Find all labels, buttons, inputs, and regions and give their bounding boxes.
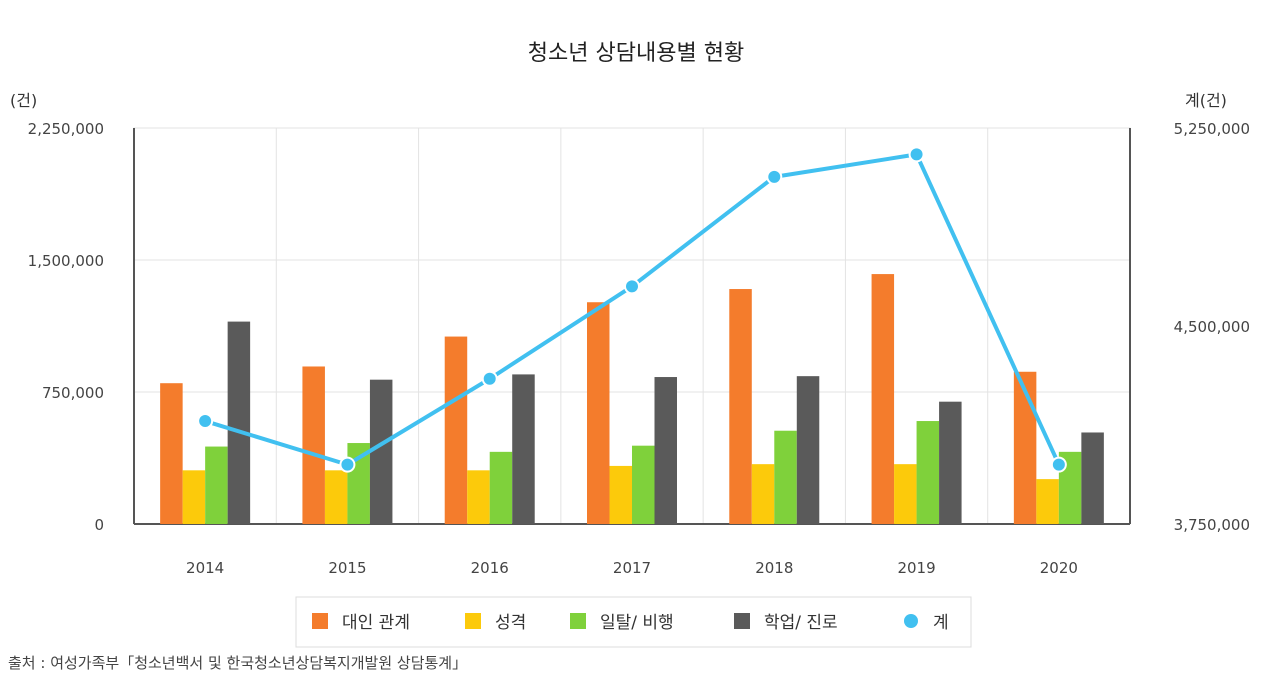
x-ticks: 2014 2015 2016 2017 2018 2019 2020	[186, 559, 1078, 577]
line-point	[766, 168, 783, 185]
legend-marker	[904, 614, 918, 628]
legend: 대인 관계 성격 일탈/ 비행 학업/ 진로 계	[295, 596, 972, 648]
bar	[160, 383, 183, 524]
bar	[512, 374, 535, 524]
y-axis-left-label: (건)	[10, 91, 37, 110]
bar	[1081, 432, 1104, 524]
bar	[1013, 371, 1037, 524]
bar	[916, 421, 940, 524]
bar	[227, 321, 251, 524]
bar	[729, 289, 752, 524]
bar	[369, 379, 393, 524]
bar	[587, 302, 610, 524]
y-tick-left-label: 1,500,000	[28, 252, 104, 270]
legend-swatch	[312, 613, 328, 629]
y-axis-right-label: 계(건)	[1185, 91, 1227, 110]
legend-swatch	[734, 613, 750, 629]
y-tick-right-label: 5,250,000	[1174, 120, 1250, 138]
bar	[609, 465, 632, 524]
legend-swatch	[465, 613, 481, 629]
x-tick-label: 2019	[897, 559, 935, 577]
x-tick-label: 2014	[186, 559, 224, 577]
y-ticks-right: 3,750,000 4,500,000 5,250,000	[1174, 120, 1250, 534]
x-tick-label: 2018	[755, 559, 793, 577]
bar	[871, 274, 895, 524]
bar	[796, 376, 820, 524]
legend-label: 성격	[495, 613, 526, 633]
legend-swatch	[570, 613, 586, 629]
x-tick-label: 2020	[1040, 559, 1078, 577]
bar	[774, 430, 797, 524]
bar	[632, 445, 655, 524]
bar	[751, 464, 775, 524]
x-tick-label: 2017	[613, 559, 651, 577]
line-point	[339, 456, 356, 473]
bar	[654, 377, 677, 524]
bar	[444, 336, 468, 524]
bar	[467, 470, 490, 524]
total-line	[197, 146, 1067, 473]
bar	[324, 470, 348, 524]
source-note: 출처 : 여성가족부「청소년백서 및 한국청소년상담복지개발원 상담통계」	[8, 654, 468, 672]
y-tick-left-label: 2,250,000	[28, 120, 104, 138]
line-point	[197, 413, 214, 430]
bar	[939, 401, 962, 524]
legend-label: 일탈/ 비행	[600, 613, 674, 633]
y-tick-right-label: 3,750,000	[1174, 516, 1250, 534]
legend-label: 학업/ 진로	[764, 613, 838, 633]
legend-label: 대인 관계	[342, 613, 410, 633]
line-point	[624, 278, 640, 295]
legend-box	[295, 596, 972, 648]
chart-title: 청소년 상담내용별 현황	[528, 41, 744, 66]
line-point	[908, 146, 925, 163]
x-tick-label: 2016	[471, 559, 509, 577]
line-point	[481, 370, 498, 387]
bar	[489, 451, 513, 524]
y-ticks-left: 0 750,000 1,500,000 2,250,000	[28, 120, 104, 534]
bar	[894, 464, 917, 524]
bar	[302, 366, 325, 524]
line-point	[1050, 456, 1067, 473]
legend-label: 계	[933, 613, 949, 633]
bar	[1036, 479, 1059, 524]
y-tick-left-label: 0	[94, 516, 104, 534]
x-tick-label: 2015	[328, 559, 366, 577]
series-line	[204, 152, 1061, 467]
bars	[160, 274, 1104, 524]
bar	[205, 446, 228, 524]
y-tick-right-label: 4,500,000	[1174, 318, 1250, 336]
bar	[182, 470, 206, 524]
y-tick-left-label: 750,000	[42, 384, 104, 402]
